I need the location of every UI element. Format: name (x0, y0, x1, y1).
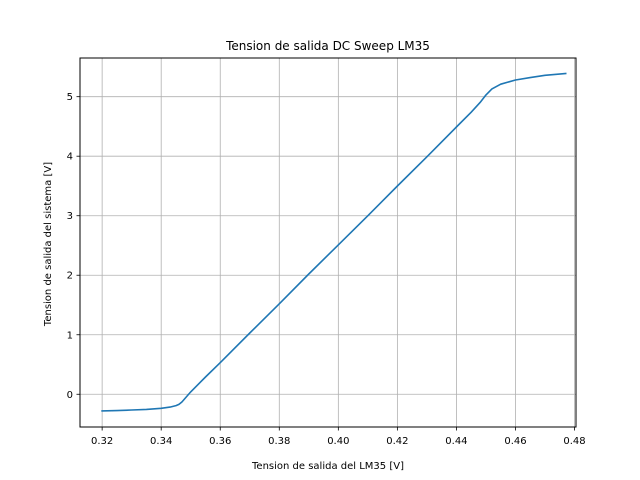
series-group (101, 72, 567, 412)
x-tick-label: 0.38 (268, 436, 290, 447)
grid-lines (80, 58, 576, 427)
y-tick-label: 4 (67, 152, 73, 163)
y-tick-label: 5 (67, 92, 73, 103)
y-axis-label: Tension de salida del sistema [V] (43, 162, 54, 327)
chart-title: Tension de salida DC Sweep LM35 (225, 39, 430, 53)
y-tick-label: 0 (67, 390, 73, 401)
x-tick-label: 0.36 (209, 436, 231, 447)
y-tick-label: 1 (67, 330, 73, 341)
x-axis-ticks: 0.32 0.34 0.36 0.38 0.40 0.42 0.44 0.46 0.48 (91, 427, 586, 447)
y-tick-label: 3 (67, 211, 73, 222)
x-tick-label: 0.40 (327, 436, 349, 447)
x-tick-label: 0.32 (91, 436, 113, 447)
x-axis-label: Tension de salida del LM35 [V] (251, 461, 404, 472)
plot-area-frame (79, 57, 577, 428)
y-tick-label: 2 (67, 271, 73, 282)
y-axis-ticks: 0 1 2 3 4 5 (67, 92, 80, 401)
x-tick-label: 0.44 (445, 436, 467, 447)
x-tick-label: 0.42 (386, 436, 408, 447)
x-tick-label: 0.34 (150, 436, 172, 447)
series-line (101, 72, 567, 412)
x-tick-label: 0.46 (504, 436, 526, 447)
x-tick-label: 0.48 (563, 436, 585, 447)
